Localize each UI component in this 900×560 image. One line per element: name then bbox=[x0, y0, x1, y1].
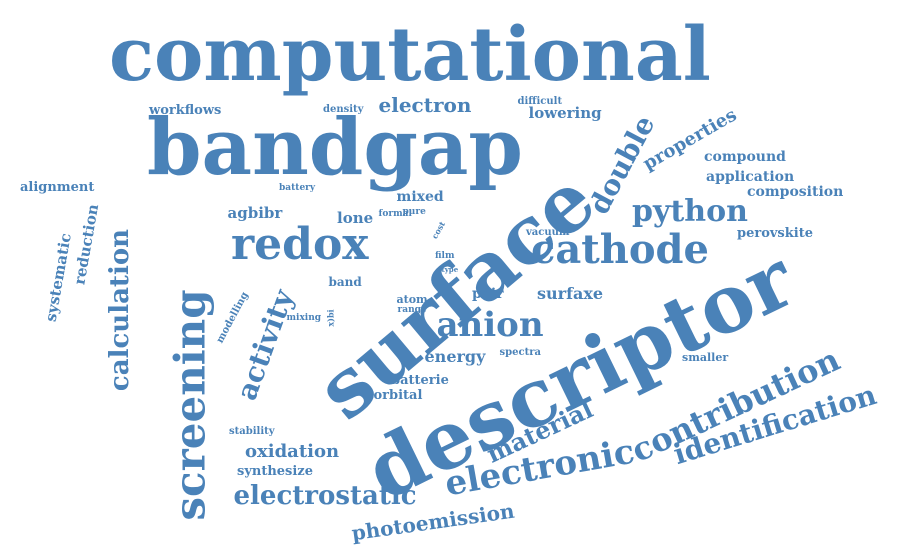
word-synthesize: synthesize bbox=[237, 463, 313, 479]
word-lone: lone bbox=[337, 208, 374, 227]
word-film: film bbox=[435, 250, 455, 261]
word-atom: atom bbox=[396, 292, 428, 306]
word-compound: compound bbox=[704, 149, 786, 165]
word-type: type bbox=[441, 264, 459, 274]
word-band: band bbox=[328, 275, 362, 289]
word-screening: screening bbox=[165, 289, 215, 521]
word-perovskite: perovskite bbox=[737, 225, 813, 241]
word-bandgap: bandgap bbox=[147, 102, 523, 193]
word-electron: electron bbox=[378, 93, 472, 117]
word-agbibr: agbibr bbox=[227, 203, 283, 222]
word-density: density bbox=[323, 104, 364, 115]
word-pure: pure bbox=[402, 206, 426, 217]
word-anion: anion bbox=[436, 305, 544, 345]
word-battery: battery bbox=[279, 182, 316, 193]
word-formal: formal bbox=[378, 208, 412, 219]
word-cost: cost bbox=[429, 219, 448, 241]
word-energy: energy bbox=[424, 347, 486, 366]
word-mixed: mixed bbox=[396, 189, 444, 205]
word-composition: composition bbox=[747, 184, 844, 200]
word-reduction: reduction bbox=[70, 202, 103, 286]
word-alignment: alignment bbox=[20, 179, 95, 195]
word-systematic: systematic bbox=[41, 231, 75, 323]
word-xbi: x)bi bbox=[325, 309, 336, 327]
word-application: application bbox=[706, 169, 795, 185]
word-difficult: difficult bbox=[517, 96, 563, 107]
word-spectra: spectra bbox=[499, 347, 541, 358]
word-redox: redox bbox=[231, 219, 369, 270]
word-lowering: lowering bbox=[528, 103, 602, 122]
word-vacuum: vacuum bbox=[526, 227, 570, 238]
word-modelling: modelling bbox=[214, 290, 251, 346]
word-python: python bbox=[632, 194, 748, 229]
word-computational: computational bbox=[109, 12, 711, 98]
word-range: range bbox=[397, 304, 427, 315]
word-workflows: workflows bbox=[149, 102, 222, 118]
word-oxidation: oxidation bbox=[245, 441, 340, 462]
word-electrostatic: electrostatic bbox=[233, 481, 417, 511]
word-surfaxe: surfaxe bbox=[537, 284, 604, 303]
word-orbital: orbital bbox=[373, 387, 423, 403]
word-pair: pair bbox=[472, 286, 504, 302]
word-batterie: batterie bbox=[391, 372, 449, 388]
word-smaller: smaller bbox=[682, 350, 729, 364]
word-mixing: mixing bbox=[286, 312, 322, 323]
word-cathode: cathode bbox=[531, 226, 709, 273]
word-stability: stability bbox=[229, 426, 275, 437]
word-calculation: calculation bbox=[105, 228, 136, 392]
